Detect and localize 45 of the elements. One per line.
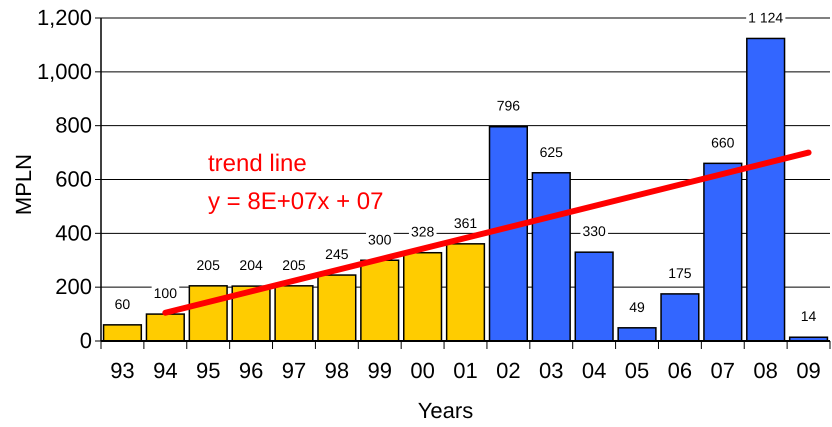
x-tick-label: 08	[753, 358, 778, 383]
x-tick-label: 99	[367, 358, 392, 383]
data-label: 660	[711, 134, 735, 150]
data-label: 205	[282, 256, 306, 273]
x-tick-label: 09	[796, 358, 821, 383]
data-label: 1 124	[748, 9, 784, 26]
x-tick-label: 03	[539, 358, 564, 383]
x-tick-label: 94	[153, 358, 178, 383]
x-tick-label: 01	[453, 358, 478, 383]
y-axis-title: MPLN	[11, 154, 36, 216]
data-label: 175	[668, 264, 692, 281]
annotation: trend line	[208, 150, 307, 177]
data-label: 330	[582, 223, 606, 240]
data-label: 60	[114, 296, 130, 312]
y-tick-label: 1,200	[36, 5, 92, 30]
x-tick-label: 96	[238, 358, 264, 383]
data-label: 796	[496, 98, 520, 114]
data-label: 204	[239, 257, 263, 274]
data-label: 100	[154, 285, 178, 302]
x-tick-label: 05	[624, 358, 650, 383]
x-axis-title: Years	[418, 398, 474, 423]
x-tick-label: 97	[282, 358, 306, 383]
x-tick-label: 98	[324, 358, 350, 383]
y-tick-label: 1,000	[36, 58, 92, 84]
data-label: 300	[368, 231, 392, 248]
data-label: 49	[629, 298, 646, 315]
x-tick-label: 07	[710, 358, 736, 383]
x-tick-label: 93	[110, 358, 135, 383]
y-tick-label: 800	[55, 112, 92, 138]
y-tick-label: 600	[55, 166, 92, 192]
data-label: 328	[410, 224, 435, 240]
y-tick-label: 400	[55, 220, 92, 246]
x-tick-label: 00	[410, 358, 435, 383]
data-label: 14	[800, 308, 817, 324]
x-tick-label: 06	[668, 358, 692, 383]
data-label: 245	[325, 246, 349, 262]
y-tick-label: 200	[55, 274, 92, 300]
x-tick-label: 02	[496, 358, 521, 383]
data-label: 625	[540, 144, 564, 160]
annotation: y = 8E+07x + 07	[208, 188, 384, 215]
data-label: 361	[454, 214, 478, 231]
x-tick-label: 04	[582, 358, 606, 383]
data-label: 205	[196, 256, 220, 273]
x-tick-label: 95	[196, 358, 220, 383]
y-tick-label: 0	[80, 328, 92, 354]
